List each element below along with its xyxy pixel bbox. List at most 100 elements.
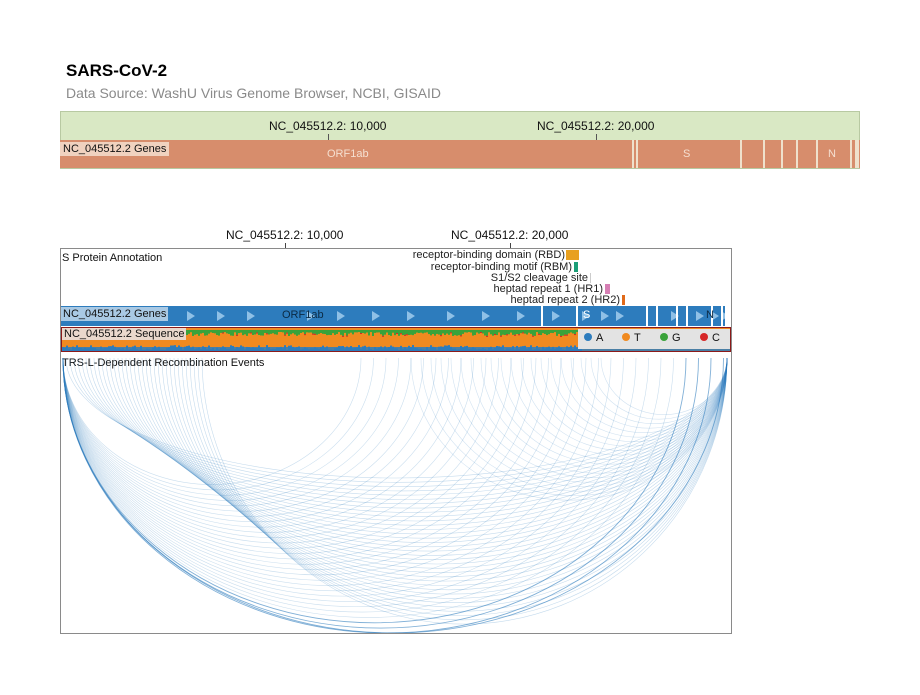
base-g xyxy=(428,330,430,335)
base-g xyxy=(552,330,554,334)
base-g xyxy=(332,330,334,334)
annotation-bar-hr1[interactable] xyxy=(605,284,610,294)
base-g xyxy=(240,330,242,333)
base-c xyxy=(406,334,408,336)
annotation-bar-rbm[interactable] xyxy=(574,262,578,272)
base-g xyxy=(296,330,298,336)
base-g xyxy=(424,330,426,333)
base-g xyxy=(258,330,260,336)
base-g xyxy=(426,330,428,333)
base-g xyxy=(516,330,518,335)
base-g xyxy=(266,330,268,334)
base-g xyxy=(478,330,480,334)
recombination-arc xyxy=(62,357,549,565)
gene-boundary xyxy=(576,306,578,326)
base-g xyxy=(522,330,524,333)
page-subtitle: Data Source: WashU Virus Genome Browser,… xyxy=(66,85,442,101)
base-g xyxy=(576,330,578,333)
base-g xyxy=(430,330,432,336)
base-g xyxy=(512,330,514,335)
recombination-arc xyxy=(181,357,728,603)
base-g xyxy=(420,330,422,333)
base-g xyxy=(194,330,196,335)
annotation-label-rbm: receptor-binding motif (RBM) xyxy=(430,261,572,273)
base-g xyxy=(432,330,434,335)
base-g xyxy=(362,330,364,333)
base-c xyxy=(532,335,534,337)
base-g xyxy=(356,330,358,333)
base-g xyxy=(400,330,402,334)
sequence-track-plot xyxy=(62,330,730,351)
main-tick-10000 xyxy=(285,243,286,249)
base-c xyxy=(396,332,398,334)
recombination-arc xyxy=(177,357,728,599)
base-g xyxy=(370,330,372,333)
base-g xyxy=(330,330,332,336)
recombination-arc xyxy=(62,357,662,613)
annotation-bar-s1s2[interactable] xyxy=(590,273,591,283)
recombination-arc xyxy=(85,357,728,500)
legend-item-g: G xyxy=(660,332,681,344)
legend-item-a: A xyxy=(584,332,603,344)
recombination-arc xyxy=(173,357,728,595)
main-tick-20000 xyxy=(510,243,511,249)
base-g xyxy=(294,330,296,335)
base-g xyxy=(352,330,354,335)
recombination-arc xyxy=(201,357,728,625)
recombination-arcs[interactable] xyxy=(61,356,731,633)
base-g xyxy=(496,330,498,336)
base-g xyxy=(218,330,220,336)
genes-track[interactable] xyxy=(61,306,731,326)
base-g xyxy=(518,330,520,335)
base-g xyxy=(464,330,466,333)
base-g xyxy=(210,330,212,333)
recombination-arc xyxy=(65,357,728,479)
base-g xyxy=(228,330,230,334)
base-c xyxy=(494,334,496,336)
recombination-arc xyxy=(62,357,374,491)
base-g xyxy=(562,330,564,336)
base-g xyxy=(546,330,548,336)
base-g xyxy=(466,330,468,333)
base-g xyxy=(418,330,420,333)
base-g xyxy=(508,330,510,335)
gene-boundary xyxy=(541,306,543,326)
recombination-arc xyxy=(62,357,399,501)
recombination-arc xyxy=(590,357,728,420)
base-g xyxy=(384,330,386,335)
base-g xyxy=(468,330,470,333)
base-g xyxy=(456,330,458,336)
recombination-arc xyxy=(62,357,637,602)
base-g xyxy=(274,330,276,335)
base-g xyxy=(566,330,568,335)
base-g xyxy=(366,330,368,333)
base-g xyxy=(484,330,486,336)
base-g xyxy=(492,330,494,336)
base-g xyxy=(212,330,214,334)
gene-strand-arrow xyxy=(696,311,704,321)
base-c xyxy=(222,332,224,334)
annotation-bar-rbd[interactable] xyxy=(566,250,579,260)
recombination-arc xyxy=(189,357,728,612)
overview-tick-label-20000: NC_045512.2: 20,000 xyxy=(537,119,655,133)
base-g xyxy=(314,330,316,334)
recombination-arc xyxy=(81,357,728,496)
overview-genes-track[interactable] xyxy=(60,140,860,168)
base-c xyxy=(256,332,258,334)
recombination-arc xyxy=(161,357,728,582)
recombination-arc xyxy=(460,357,728,478)
recombination-arc xyxy=(62,357,474,533)
base-g xyxy=(234,330,236,333)
base-g xyxy=(394,330,396,336)
recombination-arc xyxy=(510,357,728,456)
recombination-arc xyxy=(470,357,728,474)
base-g xyxy=(302,330,304,333)
base-g xyxy=(500,330,502,336)
recombination-arc xyxy=(169,357,728,591)
base-c xyxy=(522,332,524,334)
base-g xyxy=(462,330,464,334)
recombination-arc xyxy=(62,357,462,528)
base-g xyxy=(308,330,310,333)
recombination-arc xyxy=(560,357,728,433)
annotation-bar-hr2[interactable] xyxy=(622,295,625,305)
